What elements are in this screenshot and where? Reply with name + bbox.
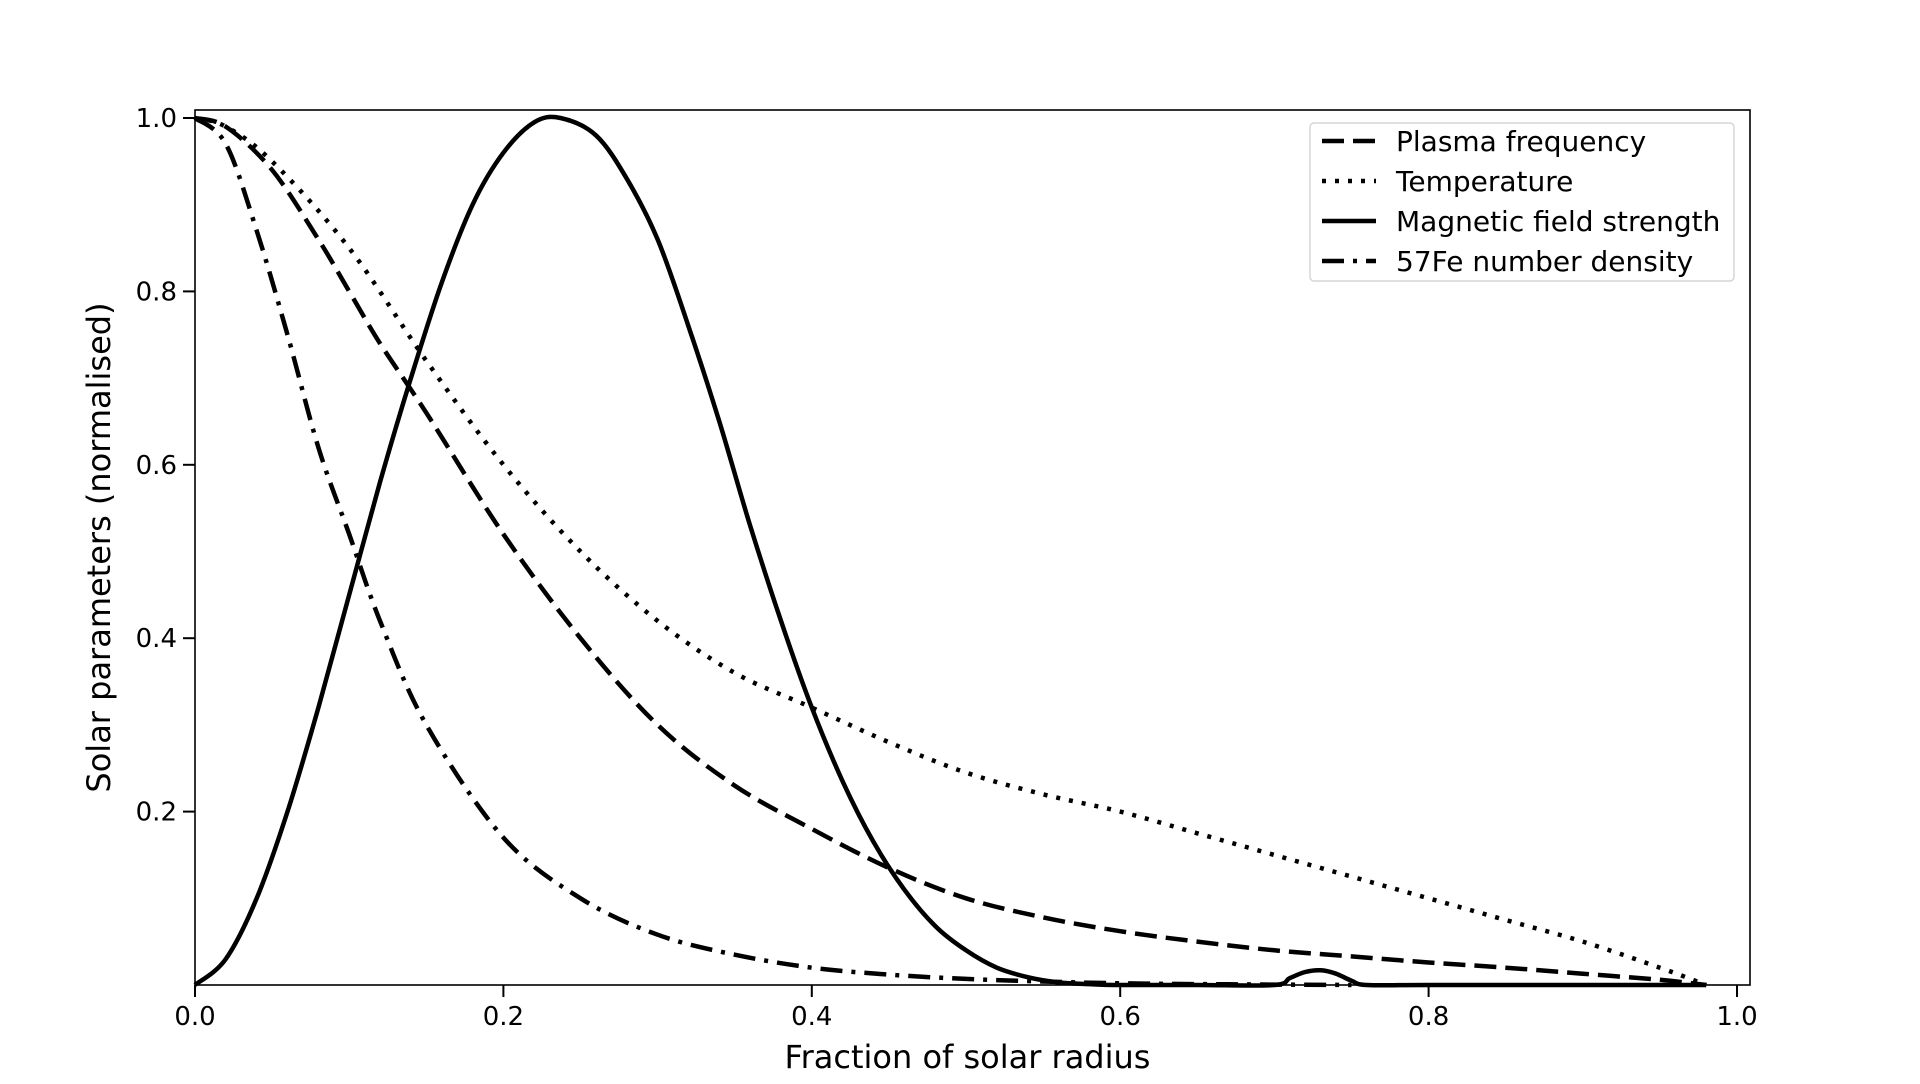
x-tick-label: 0.2: [483, 1002, 524, 1032]
x-tick-label: 0.8: [1408, 1002, 1449, 1032]
y-tick-label: 0.6: [136, 451, 177, 481]
legend-box: [1309, 122, 1735, 282]
x-tick-label: 0.6: [1100, 1002, 1141, 1032]
x-axis-label: Fraction of solar radius: [785, 1038, 1151, 1076]
series-line-3: [193, 114, 1707, 988]
x-tick-label: 1.0: [1716, 1002, 1757, 1032]
y-tick-label: 0.2: [136, 798, 177, 828]
y-tick-label: 0.4: [136, 624, 177, 654]
legend-label-2: Temperature: [1395, 165, 1573, 198]
y-axis-label: Solar parameters (normalised): [80, 302, 118, 792]
series-line-2: [194, 115, 1707, 988]
legend-label-1: Plasma frequency: [1396, 125, 1646, 158]
x-tick-label: 0.0: [174, 1002, 215, 1032]
legend: Plasma frequency Temperature Magnetic fiel…: [1309, 122, 1735, 282]
legend-label-4: 57Fe number density: [1396, 245, 1693, 278]
y-tick-label: 1.0: [136, 104, 177, 134]
y-tick-label: 0.8: [136, 277, 177, 307]
series-line-4: [193, 116, 1352, 988]
legend-label-3: Magnetic field strength: [1396, 205, 1720, 238]
plot-frame: [194, 109, 1751, 986]
plot-area: [193, 114, 1707, 988]
x-tick-label: 0.4: [791, 1002, 832, 1032]
series-line-1: [194, 115, 1707, 988]
axes: 0.0 0.2 0.4 0.6 0.8 1.0 0.2 0.4 0.6 0.8 1.0: [136, 104, 1758, 1032]
